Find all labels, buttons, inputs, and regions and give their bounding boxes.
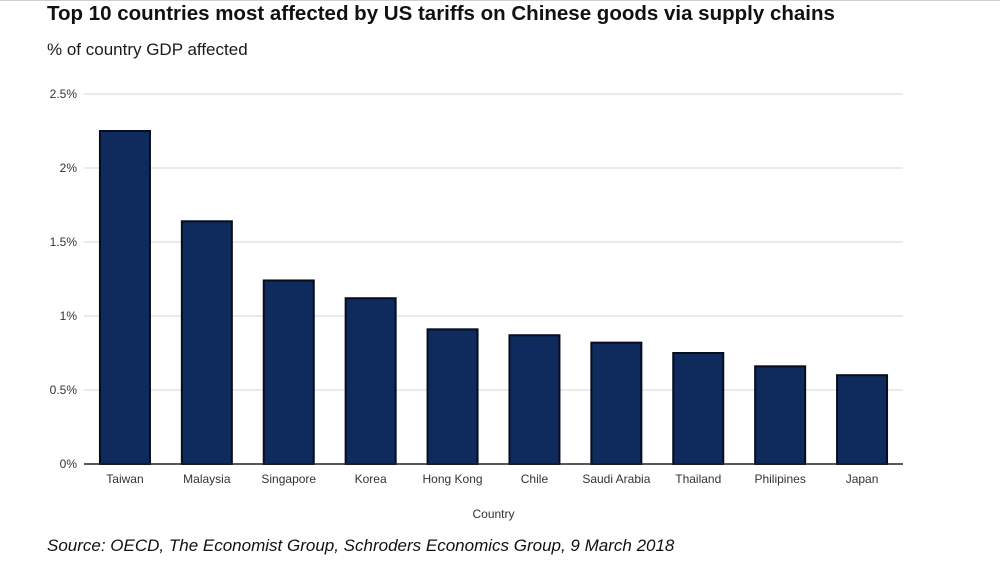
x-tick-label: Taiwan — [106, 472, 143, 486]
x-axis-title: Country — [472, 507, 514, 521]
y-tick-label: 0% — [60, 457, 78, 471]
y-axis-title: % of country GDP affected — [47, 40, 248, 59]
bar-taiwan — [98, 130, 151, 465]
y-tick-label: 2.5% — [50, 87, 78, 101]
y-tick-label: 2% — [60, 161, 78, 175]
x-tick-label: Malaysia — [183, 472, 231, 486]
y-tick-label: 1% — [60, 309, 78, 323]
top-rule — [0, 0, 1000, 1]
bar-philipines — [754, 365, 807, 466]
bar-singapore — [262, 279, 315, 466]
bar-malaysia — [180, 220, 233, 465]
x-tick-label: Japan — [846, 472, 879, 486]
bar-thailand — [672, 352, 725, 465]
source-note: Source: OECD, The Economist Group, Schro… — [47, 536, 675, 555]
bars — [98, 130, 889, 466]
bar-saudi-arabia — [590, 341, 643, 466]
x-tick-label: Korea — [355, 472, 387, 486]
x-tick-label: Philipines — [754, 472, 805, 486]
x-tick-label: Saudi Arabia — [582, 472, 650, 486]
x-tick-label: Chile — [521, 472, 549, 486]
bar-korea — [344, 297, 397, 465]
chart-title: Top 10 countries most affected by US tar… — [47, 2, 835, 25]
y-tick-label: 1.5% — [50, 235, 78, 249]
x-tick-label: Singapore — [261, 472, 316, 486]
y-tick-labels: 0% 0.5% 1% 1.5% 2% 2.5% — [50, 87, 78, 471]
bar-hong-kong — [426, 328, 479, 465]
x-tick-labels: Taiwan Malaysia Singapore Korea Hong Kong Chi… — [106, 472, 878, 486]
bar-japan — [836, 374, 889, 466]
x-tick-label: Thailand — [675, 472, 721, 486]
y-tick-label: 0.5% — [50, 383, 78, 397]
x-tick-label: Hong Kong — [423, 472, 483, 486]
bar-chile — [508, 334, 561, 465]
